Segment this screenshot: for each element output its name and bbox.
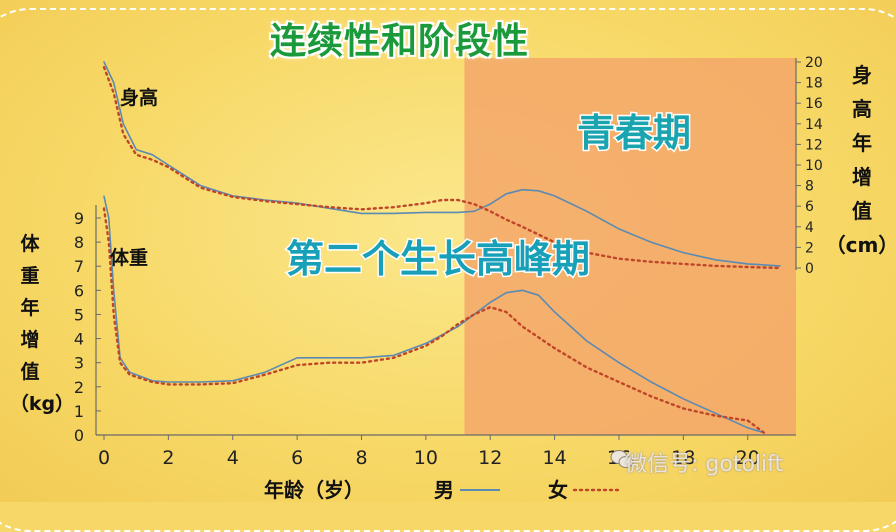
right-axis-label-char: 年 (852, 131, 872, 155)
left-tick-label: 6 (74, 281, 84, 300)
right-tick-label: 12 (805, 137, 823, 153)
puberty-region (464, 58, 796, 435)
left-tick-label: 5 (74, 305, 84, 324)
axes (95, 58, 801, 440)
male-height-line (103, 61, 781, 267)
female-weight-line (102, 207, 765, 434)
right-tick-label: 4 (805, 220, 814, 236)
x-tick-label: 4 (227, 447, 239, 469)
left-axis-label-char: 体 (20, 232, 40, 255)
wechat-icon (610, 450, 634, 468)
right-axis-label-char: 高 (852, 97, 872, 121)
height-label: 身高 (120, 86, 158, 109)
left-tick-label: 1 (74, 402, 84, 421)
right-tick-label: 20 (805, 55, 823, 71)
weight-label: 体重 (110, 246, 148, 269)
second-peak-label: 第二个生长高峰期 (286, 237, 590, 281)
x-axis-label: 年龄（岁） (264, 478, 364, 502)
right-tick-label: 8 (805, 179, 814, 195)
right-axis-label-char: 身 (852, 63, 872, 87)
x-tick-label: 10 (414, 447, 438, 469)
left-tick-label: 2 (74, 378, 84, 397)
left-axis-label-char: 年 (20, 296, 39, 319)
left-tick-label: 9 (74, 209, 84, 228)
right-axis-label-char: 增 (852, 165, 872, 189)
legend-female-label: 女 (548, 478, 568, 502)
left-axis-label-char: 增 (20, 328, 39, 351)
x-tick-label: 12 (478, 447, 502, 469)
watermark-text: 微信号: gotolift (625, 452, 784, 477)
right-axis-label-char: （cm） (826, 233, 896, 257)
growth-chart: 0123456789024681012141618200246810121416… (10, 55, 896, 502)
male-weight-line (103, 195, 765, 434)
x-tick-label: 6 (291, 447, 303, 469)
right-tick-label: 0 (805, 261, 814, 277)
left-axis-label-char: 值 (20, 360, 39, 383)
x-tick-label: 0 (98, 447, 110, 469)
right-tick-label: 16 (805, 96, 823, 112)
right-tick-label: 18 (805, 76, 823, 92)
right-axis-label-char: 值 (852, 199, 872, 223)
left-tick-label: 4 (74, 330, 84, 349)
series-layer (102, 61, 782, 434)
right-tick-label: 2 (805, 240, 814, 256)
x-tick-label: 14 (543, 447, 567, 469)
x-tick-label: 8 (355, 447, 367, 469)
left-axis-label-char: 重 (20, 265, 39, 287)
left-tick-label: 8 (74, 233, 84, 252)
left-axis-label-char: （kg） (10, 392, 74, 415)
right-tick-label: 14 (805, 117, 823, 133)
left-tick-label: 3 (74, 354, 84, 373)
right-tick-label: 6 (805, 199, 814, 215)
female-height-line (102, 65, 782, 270)
x-tick-label: 20 (736, 447, 760, 469)
legend-male-label: 男 (434, 478, 454, 502)
x-tick-label: 2 (162, 447, 174, 469)
x-tick-label: 18 (671, 447, 695, 469)
chart-title: 连续性和阶段性 (270, 21, 530, 62)
left-tick-label: 0 (74, 426, 84, 445)
left-tick-label: 7 (74, 257, 84, 276)
puberty-label: 青春期 (577, 111, 691, 155)
right-tick-label: 10 (805, 158, 823, 174)
